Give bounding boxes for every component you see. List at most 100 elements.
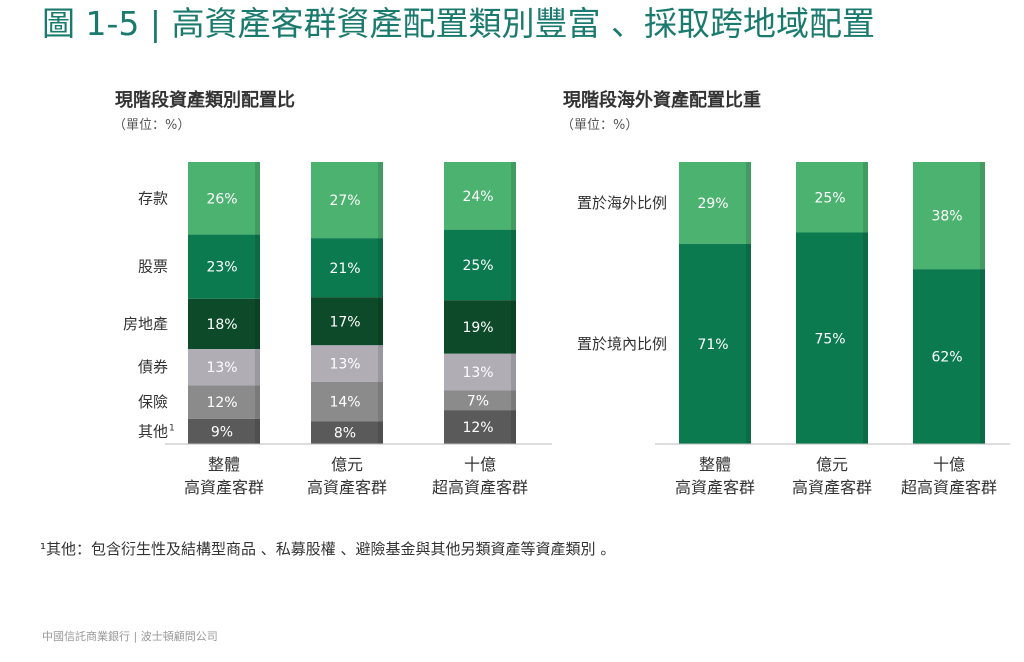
chart-1-title: 現階段資產類別配置比: [115, 90, 295, 111]
bar-segment-shade: [511, 300, 516, 354]
category-label: 億元: [816, 455, 848, 474]
series-label: 保險: [138, 393, 168, 411]
data-label: 23%: [206, 260, 237, 276]
bar-segment-shade: [511, 410, 516, 444]
bar-segment: [444, 410, 516, 444]
chart-2-unit: （單位：%）: [561, 118, 639, 133]
data-label: 75%: [814, 331, 845, 347]
bar-segment: [311, 381, 383, 422]
series-label: 存款: [138, 189, 168, 207]
bar-segment: [444, 300, 516, 354]
category-label: 高資產客群: [307, 478, 387, 497]
category-label: 十億: [464, 455, 496, 474]
bar-segment: [913, 269, 985, 444]
bar-segment: [311, 421, 383, 444]
category-label: 整體: [208, 455, 240, 474]
bar-segment: [444, 353, 516, 391]
data-label: 25%: [814, 190, 845, 206]
data-label: 27%: [329, 193, 360, 209]
data-label: 71%: [697, 337, 728, 353]
bar-segment-shade: [378, 162, 383, 239]
data-label: 12%: [462, 420, 493, 436]
footnote: ¹其他：包含衍生性及結構型商品 、私募股權 、避險基金與其他另類資產等資產類別 …: [40, 540, 616, 558]
bar-segment-shade: [378, 345, 383, 382]
data-label: 29%: [697, 196, 728, 212]
bar-segment: [188, 298, 260, 350]
bar-segment-shade: [511, 353, 516, 391]
bar-segment-shade: [255, 234, 260, 299]
bar-segment: [913, 162, 985, 270]
page-title: 圖 1-5 | 高資產客群資產配置類別豐富 、採取跨地域配置: [42, 4, 875, 43]
category-label: 高資產客群: [184, 478, 264, 497]
bar-segment-shade: [863, 162, 868, 233]
bar-segment: [311, 345, 383, 382]
bar-segment-shade: [863, 232, 868, 444]
footnote-mark: 1: [169, 423, 175, 433]
bar-segment: [679, 162, 751, 244]
data-label: 9%: [211, 424, 233, 440]
chart-1-unit: （單位：%）: [113, 118, 191, 133]
bar-segment: [311, 162, 383, 239]
bar-segment: [188, 385, 260, 419]
data-label: 14%: [329, 395, 360, 411]
bar-segment-shade: [378, 297, 383, 346]
bar-segment-shade: [511, 390, 516, 411]
series-label: 房地產: [123, 315, 168, 333]
data-label: 26%: [206, 191, 237, 207]
data-label: 25%: [462, 258, 493, 274]
data-label: 12%: [206, 395, 237, 411]
bar-segment-shade: [255, 349, 260, 386]
bar-segment: [188, 162, 260, 235]
bar-segment: [188, 234, 260, 299]
bar-segment-shade: [511, 162, 516, 230]
bar-segment: [188, 349, 260, 386]
bar-segment: [444, 162, 516, 230]
data-label: 7%: [467, 393, 489, 409]
category-label: 超高資產客群: [432, 478, 528, 497]
bar-segment: [679, 243, 751, 444]
source-credit: 中國信託商業銀行 | 波士頓顧問公司: [42, 630, 218, 643]
bar-segment-shade: [378, 238, 383, 298]
bar-segment-shade: [255, 385, 260, 419]
series-label: 其他: [138, 422, 168, 440]
bar-segment: [311, 238, 383, 298]
bar-segment-shade: [980, 162, 985, 270]
chart-2-title: 現階段海外資產配置比重: [563, 90, 761, 111]
category-label: 超高資產客群: [901, 478, 997, 497]
data-label: 17%: [329, 314, 360, 330]
data-label: 19%: [462, 320, 493, 336]
bar-segment-shade: [378, 381, 383, 422]
bar-segment-shade: [746, 243, 751, 444]
bar-segment: [444, 390, 516, 411]
category-label: 高資產客群: [792, 478, 872, 497]
data-label: 13%: [206, 360, 237, 376]
data-label: 24%: [462, 189, 493, 205]
category-label: 高資產客群: [675, 478, 755, 497]
data-label: 8%: [334, 426, 356, 442]
bar-segment: [444, 229, 516, 301]
bar-segment: [311, 297, 383, 346]
bar-segment: [188, 418, 260, 444]
bar-segment-shade: [255, 298, 260, 350]
category-label: 十億: [933, 455, 965, 474]
data-label: 13%: [329, 357, 360, 373]
bar-segment-shade: [378, 421, 383, 444]
data-label: 21%: [329, 261, 360, 277]
bar-segment-shade: [511, 229, 516, 301]
bar-segment-shade: [746, 162, 751, 244]
bar-segment-shade: [980, 269, 985, 444]
data-label: 18%: [206, 317, 237, 333]
category-label: 億元: [331, 455, 363, 474]
series-label: 置於境內比例: [577, 335, 667, 353]
series-label: 股票: [138, 258, 168, 276]
bar-segment: [796, 162, 868, 233]
series-label: 置於海外比例: [577, 194, 667, 212]
bar-segment: [796, 232, 868, 444]
bar-segment-shade: [255, 418, 260, 444]
data-label: 62%: [931, 350, 962, 366]
series-label: 債券: [138, 358, 168, 376]
data-label: 13%: [462, 365, 493, 381]
data-label: 38%: [931, 209, 962, 225]
